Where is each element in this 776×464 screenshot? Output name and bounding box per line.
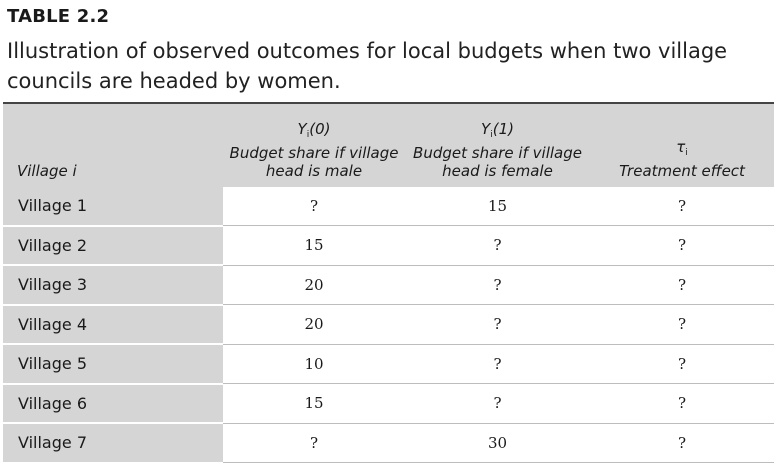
table-row: Village 3 20 ? ? [3,265,774,306]
village-name: Village 3 [3,265,223,306]
y0-cell: ? [223,187,405,226]
y0-cell: 15 [223,225,405,266]
y0-cell: 20 [223,265,405,305]
village-name: Village 2 [3,225,223,266]
header-y1-symbol: Yi(1) [481,120,514,140]
effect-cell: ? [590,187,774,226]
header-y0-symbol: Yi(0) [297,120,331,140]
header-y0-desc: Budget share if village head is male [229,144,399,180]
village-name: Village 6 [3,383,223,424]
header-village: Village i [3,104,223,187]
header-y1-desc: Budget share if village head is female [413,144,582,180]
effect-cell: ? [590,423,774,463]
y1-cell: ? [405,383,590,424]
table-label: TABLE 2.2 [7,6,110,27]
effect-cell: ? [590,383,774,424]
y1-cell: 15 [405,187,590,226]
outcomes-table: Village i Yi(0) Budget share if village … [3,104,774,464]
table-row: Village 2 15 ? ? [3,225,774,266]
header-y0: Yi(0) Budget share if village head is ma… [223,104,405,187]
village-name: Village 5 [3,344,223,385]
y1-cell: ? [405,304,590,345]
effect-cell: ? [590,344,774,384]
header-village-label: Village i [17,162,77,180]
village-name: Village 7 [3,423,223,464]
y1-cell: ? [405,265,590,305]
header-y1: Yi(1) Budget share if village head is fe… [405,104,590,187]
village-name: Village 1 [3,187,223,227]
header-treatment-effect: τi Treatment effect [590,104,774,187]
table-row: Village 1 ? 15 ? [3,187,774,227]
header-tau-symbol: τi [676,138,688,158]
village-name: Village 4 [3,304,223,345]
y0-cell: 10 [223,344,405,384]
y1-cell: 30 [405,423,590,463]
table-caption: Illustration of observed outcomes for lo… [7,39,728,93]
y1-cell: ? [405,344,590,384]
effect-cell: ? [590,304,774,345]
y0-cell: 20 [223,304,405,345]
table-row: Village 6 15 ? ? [3,383,774,424]
table-row: Village 7 ? 30 ? [3,423,774,464]
effect-cell: ? [590,225,774,266]
y0-cell: ? [223,423,405,463]
y1-cell: ? [405,225,590,266]
y0-cell: 15 [223,383,405,424]
table-row: Village 5 10 ? ? [3,344,774,385]
table-header-row: Village i Yi(0) Budget share if village … [3,104,774,187]
table-row: Village 4 20 ? ? [3,304,774,345]
effect-cell: ? [590,265,774,305]
table-top-rule [3,102,774,104]
header-tau-desc: Treatment effect [619,162,745,180]
